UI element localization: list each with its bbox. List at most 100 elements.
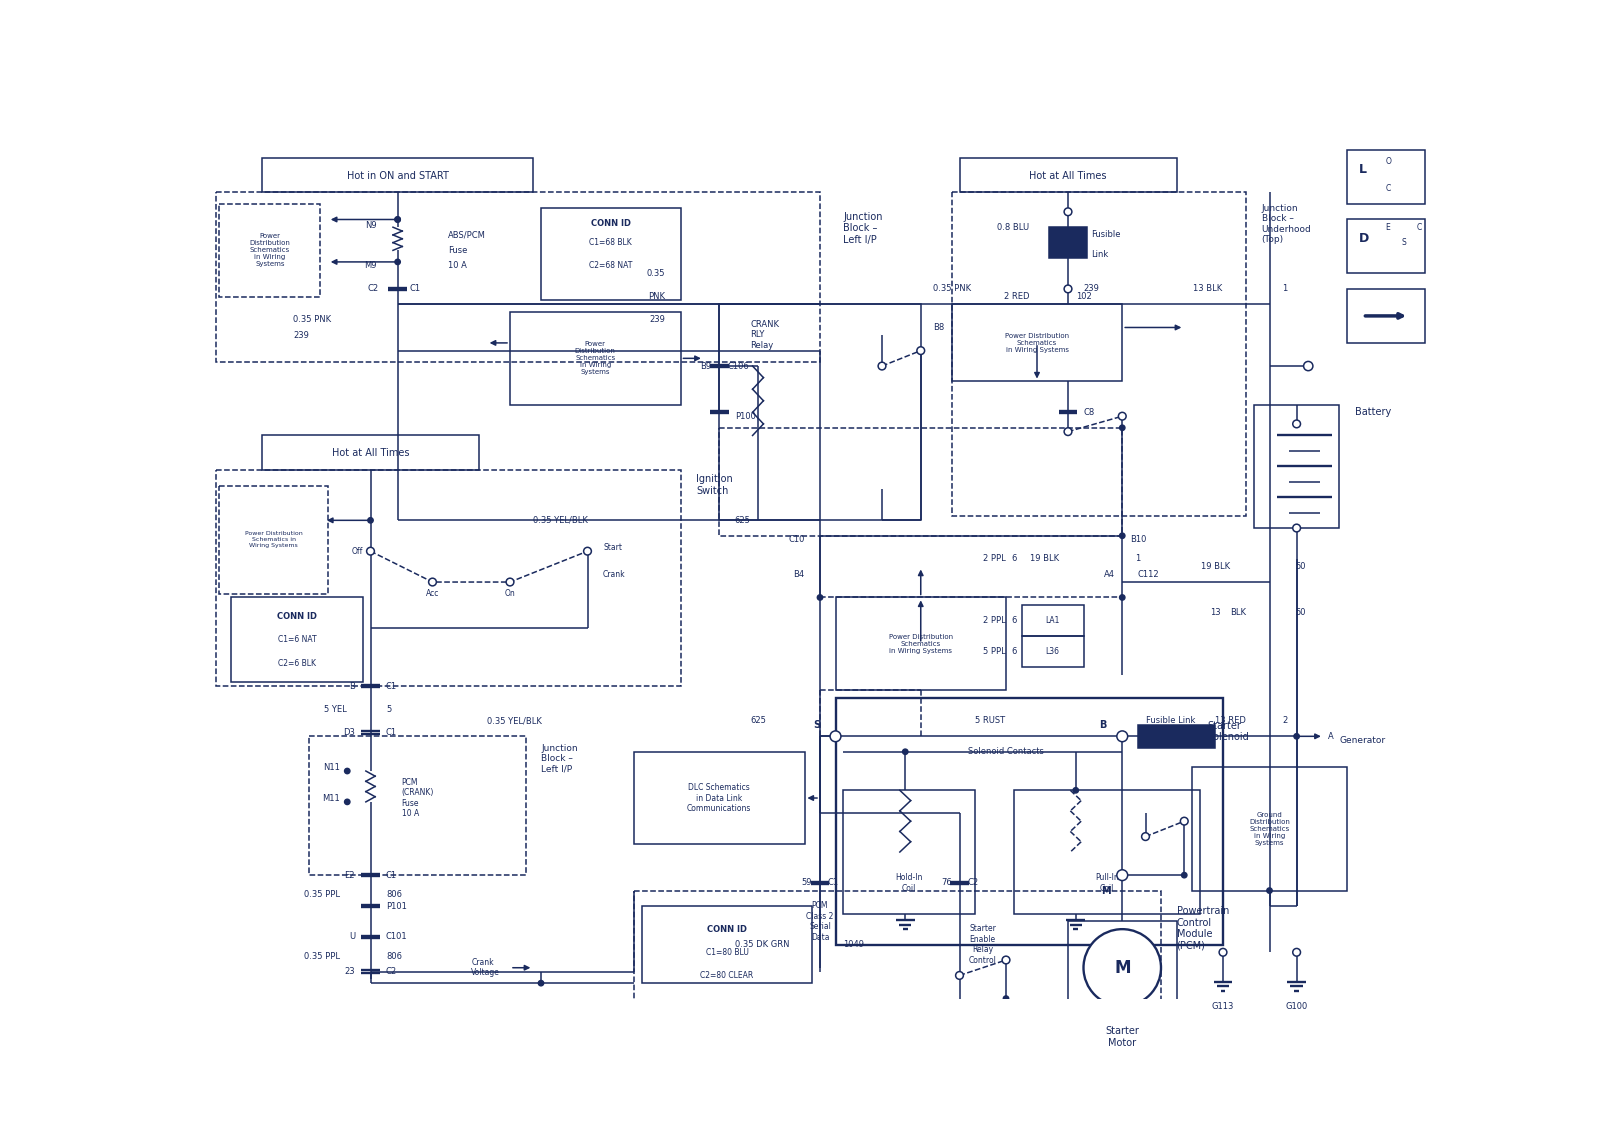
- Bar: [720, 304, 920, 521]
- Circle shape: [818, 595, 822, 600]
- Text: Solenoid Contacts: Solenoid Contacts: [968, 747, 1043, 756]
- Circle shape: [1118, 413, 1126, 420]
- Circle shape: [955, 972, 963, 980]
- Text: BLK: BLK: [1230, 608, 1246, 617]
- Text: 19 BLK: 19 BLK: [1030, 554, 1059, 563]
- Bar: [219, 204, 320, 296]
- Text: G100: G100: [1285, 1002, 1307, 1011]
- Text: 76: 76: [941, 879, 952, 888]
- Text: 0.35 PPL: 0.35 PPL: [304, 890, 339, 899]
- Text: 0.35 PNK: 0.35 PNK: [293, 315, 331, 324]
- Text: 13: 13: [1210, 608, 1221, 617]
- Text: O: O: [1386, 157, 1392, 166]
- Text: 239: 239: [1083, 284, 1099, 294]
- Text: Hot at All Times: Hot at All Times: [1029, 171, 1107, 181]
- Text: C101: C101: [386, 932, 408, 941]
- Text: 102: 102: [1075, 292, 1091, 301]
- Bar: [1069, 921, 1176, 1014]
- Text: CONN ID: CONN ID: [590, 219, 630, 228]
- Circle shape: [1117, 730, 1128, 742]
- Text: Generator: Generator: [1339, 736, 1386, 745]
- Text: Crank: Crank: [603, 570, 626, 579]
- Text: 5 RUST: 5 RUST: [976, 716, 1005, 726]
- Text: Ignition
Switch: Ignition Switch: [696, 475, 733, 496]
- Text: Hold-In
Coil: Hold-In Coil: [896, 873, 923, 893]
- Bar: [230, 597, 363, 682]
- Text: Fuse: Fuse: [448, 246, 467, 255]
- Bar: [219, 486, 328, 594]
- Text: Power Distribution
Schematics
in Wiring Systems: Power Distribution Schematics in Wiring …: [888, 634, 954, 654]
- Text: PCM
(CRANK)
Fuse
10 A: PCM (CRANK) Fuse 10 A: [402, 778, 434, 818]
- Circle shape: [584, 548, 592, 555]
- Circle shape: [1064, 208, 1072, 215]
- Text: PNK: PNK: [648, 292, 666, 301]
- Text: Battery: Battery: [1355, 407, 1390, 417]
- Bar: [1048, 227, 1088, 258]
- Text: A4: A4: [1104, 570, 1115, 579]
- Circle shape: [1294, 734, 1299, 739]
- Circle shape: [1074, 788, 1078, 793]
- Bar: [720, 427, 1122, 536]
- Text: Hot at All Times: Hot at All Times: [331, 448, 410, 458]
- Text: Acc: Acc: [426, 589, 438, 598]
- Text: 6: 6: [1011, 647, 1016, 656]
- Text: 239: 239: [650, 315, 666, 324]
- Text: 50: 50: [1296, 608, 1306, 617]
- Text: M: M: [1101, 885, 1110, 895]
- Text: Fusible Link: Fusible Link: [1146, 716, 1195, 726]
- Text: 0.35 YEL/BLK: 0.35 YEL/BLK: [533, 516, 589, 525]
- Text: G113: G113: [1211, 1002, 1234, 1011]
- Text: B9: B9: [701, 361, 712, 370]
- Text: D3: D3: [342, 728, 355, 737]
- Circle shape: [1267, 888, 1272, 893]
- Text: 1: 1: [1134, 554, 1141, 563]
- Text: Junction
Block –
Left I/P: Junction Block – Left I/P: [541, 744, 578, 774]
- Text: ABS/PCM: ABS/PCM: [448, 230, 486, 239]
- Text: Power
Distribution
Schematics
in Wiring
Systems: Power Distribution Schematics in Wiring …: [250, 233, 290, 267]
- Text: Starter
Enable
Relay
Control: Starter Enable Relay Control: [970, 925, 997, 965]
- Text: 50: 50: [1296, 562, 1306, 571]
- Text: 6: 6: [1011, 616, 1016, 625]
- Text: DLC Schematics
in Data Link
Communications: DLC Schematics in Data Link Communicatio…: [686, 783, 752, 813]
- Text: 5 PPL: 5 PPL: [984, 647, 1006, 656]
- Bar: [1021, 605, 1083, 636]
- Text: 2: 2: [1282, 716, 1288, 726]
- Text: C1=68 BLK: C1=68 BLK: [589, 238, 632, 247]
- Text: A: A: [1328, 732, 1333, 741]
- Bar: [216, 470, 680, 687]
- Text: C2: C2: [366, 284, 378, 294]
- Text: Pull-In
Coil: Pull-In Coil: [1094, 873, 1118, 893]
- Circle shape: [1064, 427, 1072, 435]
- Text: 2 PPL: 2 PPL: [984, 554, 1006, 563]
- Bar: [1138, 725, 1216, 748]
- Text: Power
Distribution
Schematics
in Wiring
Systems: Power Distribution Schematics in Wiring …: [574, 341, 616, 376]
- Text: 5 YEL: 5 YEL: [325, 705, 347, 714]
- Circle shape: [1120, 533, 1125, 539]
- Bar: [262, 158, 533, 193]
- Bar: [1347, 289, 1424, 343]
- Bar: [960, 158, 1176, 193]
- Text: B10: B10: [1130, 535, 1146, 544]
- Bar: [1347, 220, 1424, 274]
- Circle shape: [1064, 285, 1072, 293]
- Circle shape: [506, 578, 514, 586]
- Bar: [1192, 767, 1347, 891]
- Text: PCM
Class 2
Serial
Data: PCM Class 2 Serial Data: [806, 901, 834, 941]
- Text: C2=68 NAT: C2=68 NAT: [589, 261, 632, 270]
- Bar: [510, 312, 680, 405]
- Text: 806: 806: [386, 890, 402, 899]
- Text: B4: B4: [794, 570, 805, 579]
- Text: Starter
Motor: Starter Motor: [1106, 1027, 1139, 1048]
- Text: Off: Off: [352, 546, 363, 555]
- Circle shape: [1304, 361, 1314, 370]
- Circle shape: [1293, 420, 1301, 427]
- Text: Start: Start: [603, 543, 622, 552]
- Text: C1: C1: [386, 871, 397, 880]
- Text: CONN ID: CONN ID: [277, 613, 317, 622]
- Circle shape: [368, 517, 373, 523]
- Text: Power Distribution
Schematics in
Wiring Systems: Power Distribution Schematics in Wiring …: [245, 532, 302, 548]
- Text: 0.35 YEL/BLK: 0.35 YEL/BLK: [486, 716, 542, 726]
- Text: On: On: [504, 589, 515, 598]
- Text: CONN ID: CONN ID: [707, 925, 747, 934]
- Text: CRANK
RLY
Relay: CRANK RLY Relay: [750, 320, 779, 350]
